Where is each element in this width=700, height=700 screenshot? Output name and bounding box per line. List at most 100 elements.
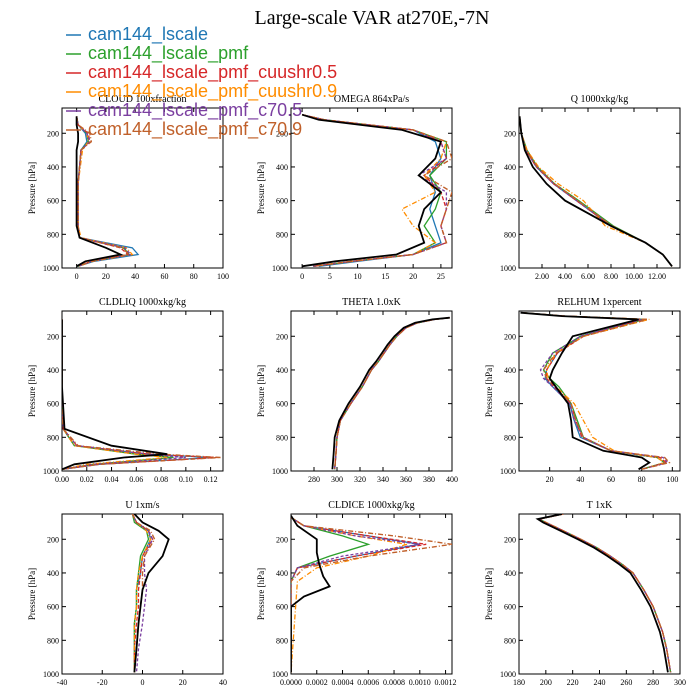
series-line-cam144_lscale_pmf_c70.9 (301, 114, 452, 267)
y-tick-label: 400 (276, 163, 288, 172)
series-line-cam144_lscale_pmf_c70.5 (519, 116, 673, 267)
x-tick-label: 280 (308, 475, 320, 484)
series-line-reference (301, 113, 443, 268)
x-tick-label: 0.00 (55, 475, 69, 484)
x-tick-label: 80 (190, 272, 198, 281)
x-tick-label: 0.0012 (435, 678, 457, 687)
x-tick-label: -40 (57, 678, 68, 687)
x-tick-label: 300 (331, 475, 343, 484)
series-line-cam144_lscale_pmf_cuushr0.9 (537, 514, 672, 673)
y-tick-label: 1000 (43, 467, 59, 476)
y-axis-label: Pressure [hPa] (256, 365, 266, 417)
x-tick-label: 300 (674, 678, 686, 687)
y-tick-label: 800 (47, 636, 59, 645)
panel-frame (518, 107, 681, 269)
y-tick-label: 200 (276, 129, 288, 138)
x-tick-label: 180 (513, 678, 525, 687)
series-line-cam144_lscale_pmf_cuushr0.9 (291, 516, 408, 673)
x-tick-label: 12.00 (648, 272, 666, 281)
x-tick-label: 20 (179, 678, 187, 687)
x-tick-label: 15 (381, 272, 389, 281)
y-tick-label: 200 (47, 535, 59, 544)
x-tick-label: 260 (620, 678, 632, 687)
y-tick-label: 600 (504, 197, 516, 206)
x-tick-label: 25 (437, 272, 445, 281)
y-tick-label: 1000 (500, 264, 516, 273)
y-tick-label: 400 (47, 366, 59, 375)
y-tick-label: 400 (47, 569, 59, 578)
y-tick-label: 800 (47, 230, 59, 239)
series-line-cam144_lscale_pmf_cuushr0.9 (519, 116, 673, 267)
series-line-reference (133, 514, 170, 673)
x-tick-label: 40 (131, 272, 139, 281)
y-tick-label: 800 (276, 230, 288, 239)
x-tick-label: 0.0000 (280, 678, 302, 687)
panel-frame (518, 310, 681, 472)
y-tick-label: 1000 (272, 670, 288, 679)
y-tick-label: 600 (47, 603, 59, 612)
y-tick-label: 1000 (43, 264, 59, 273)
x-tick-label: 10 (354, 272, 362, 281)
x-tick-label: 220 (567, 678, 579, 687)
legend-label: cam144_lscale_pmf (88, 43, 249, 64)
series-line-cam144_lscale_pmf_c70.9 (536, 514, 672, 673)
y-tick-label: 600 (276, 400, 288, 409)
panel-7: CLDICE 1000xkg/kg Pressure [hPa] 200 400 600… (256, 500, 457, 687)
series-line-cam144_lscale_pmf_cuushr0.5 (519, 116, 673, 267)
y-tick-label: 1000 (500, 670, 516, 679)
series-line-reference (75, 116, 124, 268)
x-tick-label: 340 (377, 475, 389, 484)
series-line-cam144_lscale_pmf_cuushr0.5 (131, 514, 154, 673)
x-tick-label: 100 (217, 272, 229, 281)
panel-frame (61, 107, 224, 269)
x-tick-label: 20 (409, 272, 417, 281)
y-axis-label: Pressure [hPa] (27, 568, 37, 620)
y-tick-label: 400 (504, 163, 516, 172)
panel-title: OMEGA 864xPa/s (334, 94, 409, 105)
y-tick-label: 400 (504, 569, 516, 578)
panel-3: CLDLIQ 1000xkg/kg Pressure [hPa] 200 400 600… (27, 297, 224, 484)
y-tick-label: 800 (276, 636, 288, 645)
y-tick-label: 200 (47, 332, 59, 341)
legend-label: cam144_lscale_pmf_c70.9 (88, 119, 302, 140)
legend-label: cam144_lscale_pmf_cuushr0.9 (88, 81, 337, 102)
x-tick-label: 60 (607, 475, 615, 484)
y-tick-label: 800 (504, 433, 516, 442)
x-tick-label: 200 (540, 678, 552, 687)
y-tick-label: 1000 (500, 467, 516, 476)
panel-title: CLDLIQ 1000xkg/kg (99, 297, 186, 308)
series-line-cam144_lscale_pmf_c70.9 (519, 116, 673, 267)
panel-title: T 1xK (587, 500, 613, 511)
x-tick-label: 20 (102, 272, 110, 281)
x-tick-label: 2.00 (535, 272, 549, 281)
x-tick-label: 280 (647, 678, 659, 687)
y-tick-label: 1000 (272, 264, 288, 273)
y-tick-label: 1000 (272, 467, 288, 476)
x-tick-label: 0.0004 (332, 678, 354, 687)
y-axis-label: Pressure [hPa] (256, 162, 266, 214)
y-tick-label: 600 (47, 197, 59, 206)
y-tick-label: 600 (276, 603, 288, 612)
x-tick-label: 240 (594, 678, 606, 687)
x-tick-label: 0.06 (129, 475, 143, 484)
x-tick-label: 4.00 (558, 272, 572, 281)
series-line-reference (62, 319, 168, 471)
y-axis-label: Pressure [hPa] (256, 568, 266, 620)
panel-2: Q 1000xkg/kg Pressure [hPa] 200 400 600 800 10… (484, 94, 681, 281)
x-tick-label: 0 (75, 272, 79, 281)
series-line-cam144_lscale_pmf (519, 116, 673, 267)
series-line-reference (291, 515, 331, 673)
y-tick-label: 600 (276, 197, 288, 206)
series-line-cam144_lscale_pmf (291, 516, 371, 673)
panel-frame (290, 107, 453, 269)
y-tick-label: 800 (276, 433, 288, 442)
panel-title: THETA 1.0xK (342, 297, 401, 308)
series-line-cam144_lscale_pmf_c70.5 (62, 319, 186, 470)
y-tick-label: 800 (504, 636, 516, 645)
series-line-cam144_lscale (537, 514, 672, 673)
panel-4: THETA 1.0xK Pressure [hPa] 200 400 600 800 100… (256, 297, 458, 484)
x-tick-label: 0.02 (80, 475, 94, 484)
x-tick-label: 0.12 (204, 475, 218, 484)
